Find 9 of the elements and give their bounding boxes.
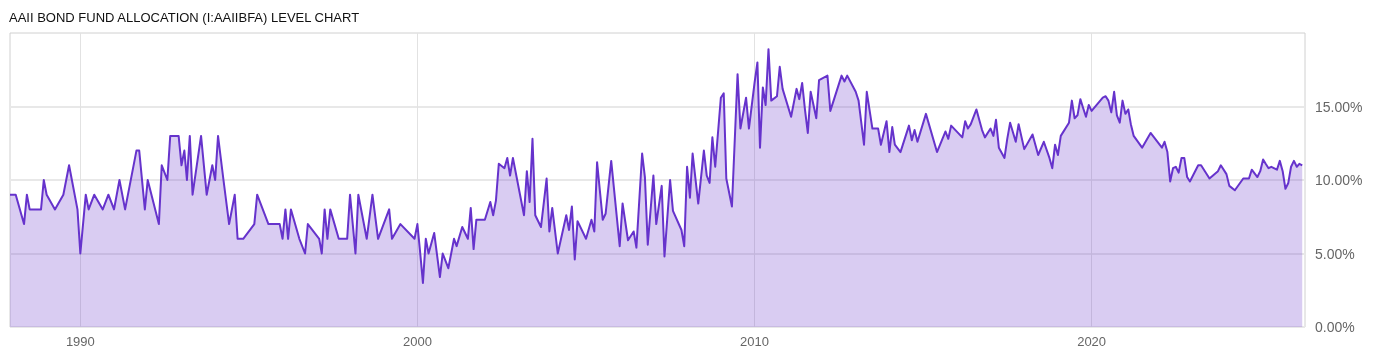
y-tick-label: 15.00% <box>1315 98 1363 115</box>
y-tick-label: 0.00% <box>1315 319 1355 335</box>
x-tick-label: 2020 <box>1077 334 1107 349</box>
x-tick-label: 1990 <box>65 334 95 349</box>
y-tick-label: 5.00% <box>1315 245 1355 262</box>
x-tick-label: 2010 <box>740 334 770 349</box>
x-tick-label: 2000 <box>402 334 432 349</box>
y-tick-label: 10.00% <box>1315 172 1363 188</box>
chart-title: AAII BOND FUND ALLOCATION (I:AAIIBFA) LEVEL CHART <box>9 10 360 25</box>
